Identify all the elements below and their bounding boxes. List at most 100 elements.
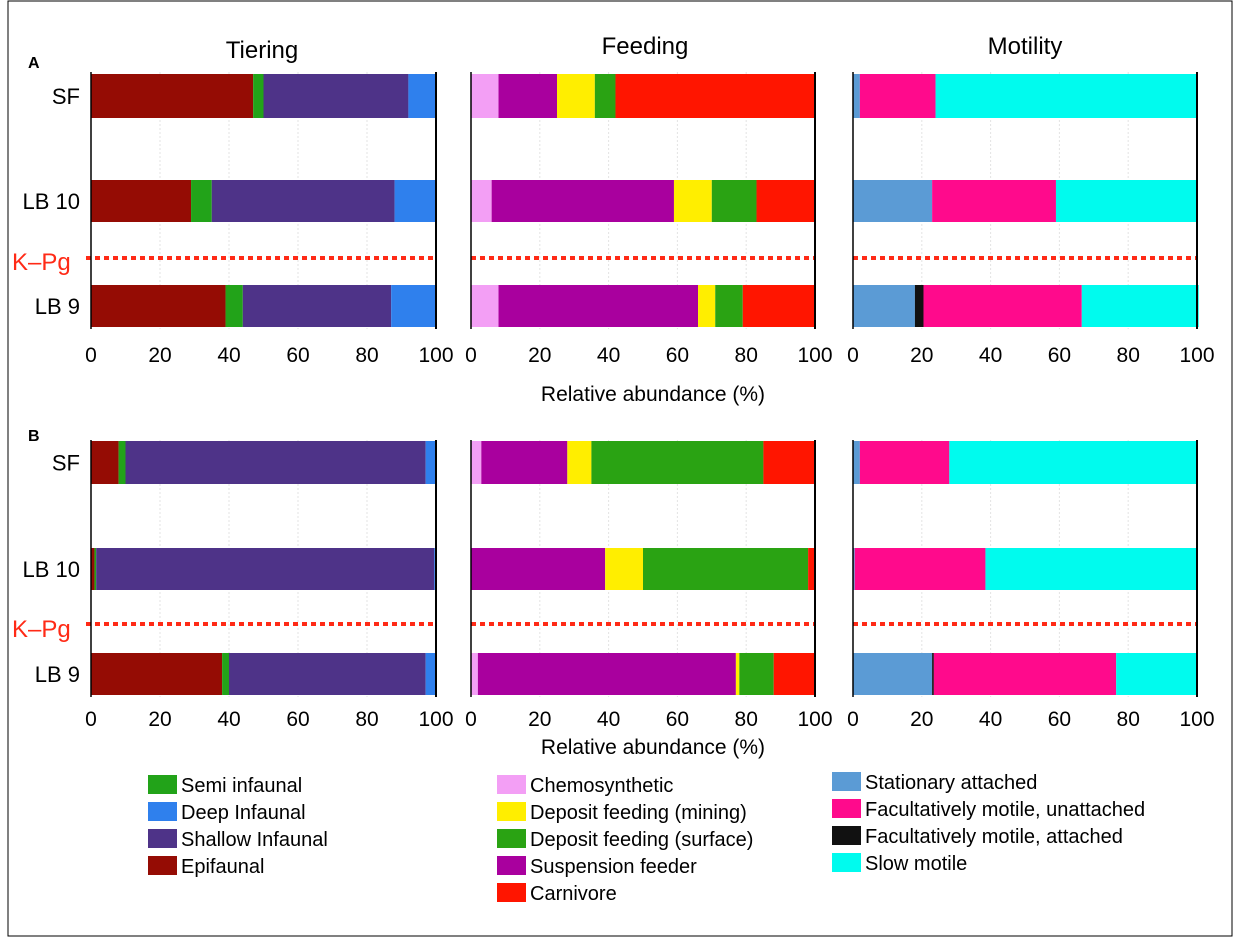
bar-segment-suspension-feeder: [481, 441, 568, 484]
legend-item-stationary-attached: Stationary attached: [832, 772, 1037, 794]
bar-segment-slow-motile: [1081, 285, 1199, 327]
legend-label: Semi infaunal: [181, 775, 302, 797]
bar-segment-semi-infaunal: [225, 285, 243, 327]
bar-segment-deposit-feeding-surface: [594, 74, 616, 118]
bar-segment-deposit-feeding-mining: [567, 441, 592, 484]
bar-segment-slow-motile: [949, 441, 1197, 484]
legend-item-slow-motile: Slow motile: [832, 853, 967, 875]
bar-segment-epifaunal: [91, 285, 226, 327]
tick-label: 40: [597, 344, 620, 367]
legend-label: Deep Infaunal: [181, 802, 306, 824]
tick-label: 20: [528, 708, 551, 731]
legend-swatch: [832, 853, 861, 872]
legend-label: Carnivore: [530, 883, 617, 905]
bar-segment-stationary-attached: [853, 74, 860, 118]
category-label-lb-9: LB 9: [35, 294, 80, 319]
bar-segment-facultatively-motile-unattached: [932, 180, 1056, 222]
legend-item-carnivore: Carnivore: [497, 883, 617, 905]
bar-segment-semi-infaunal: [253, 74, 264, 118]
panel-title-motility: Motility: [988, 33, 1063, 60]
bar-segment-stationary-attached: [853, 548, 855, 590]
bar-segment-deep-infaunal: [425, 441, 436, 484]
tick-label: 0: [465, 344, 477, 367]
panel-letter-b: B: [28, 428, 40, 445]
legend-swatch: [497, 883, 526, 902]
bar-segment-suspension-feeder: [471, 548, 606, 590]
bar-segment-suspension-feeder: [477, 653, 736, 695]
legend-item-deposit-feeding-mining: Deposit feeding (mining): [497, 802, 747, 824]
tick-label: 80: [1117, 708, 1140, 731]
tick-label: 60: [1048, 708, 1071, 731]
bar-segment-deposit-feeding-surface: [715, 285, 743, 327]
bar-segment-shallow-infaunal: [96, 548, 435, 590]
legend-item-chemosynthetic: Chemosynthetic: [497, 775, 673, 797]
bar-segment-shallow-infaunal: [229, 653, 426, 695]
bar-segment-suspension-feeder: [491, 180, 674, 222]
legend-label: Stationary attached: [865, 772, 1037, 794]
bar-segment-deep-infaunal: [425, 653, 436, 695]
tick-label: 60: [1048, 344, 1071, 367]
legend-item-facultatively-motile-attached: Facultatively motile, attached: [832, 826, 1123, 848]
kpg-label: K–Pg: [12, 616, 71, 643]
legend-item-suspension-feeder: Suspension feeder: [497, 856, 697, 878]
bar-segment-epifaunal: [91, 74, 254, 118]
legend-label: Deposit feeding (mining): [530, 802, 747, 824]
legend-swatch: [148, 856, 177, 875]
bar-segment-carnivore: [773, 653, 815, 695]
legend-label: Shallow Infaunal: [181, 829, 328, 851]
plot-b-tiering: 0 20 40 60 80 100: [85, 440, 454, 731]
legend-label: Slow motile: [865, 853, 967, 875]
legend-label: Epifaunal: [181, 856, 264, 878]
category-label-lb-9: LB 9: [35, 662, 80, 687]
bar-segment-semi-infaunal: [191, 180, 212, 222]
legend-swatch: [497, 775, 526, 794]
bar-segment-deposit-feeding-surface: [591, 441, 764, 484]
bar-segment-carnivore: [756, 180, 815, 222]
panel-title-tiering: Tiering: [226, 37, 298, 64]
tick-label: 20: [528, 344, 551, 367]
bar-segment-stationary-attached: [853, 180, 933, 222]
tick-label: 80: [735, 708, 758, 731]
tick-label: 100: [1179, 708, 1214, 731]
bar-segment-chemosynthetic: [471, 285, 499, 327]
bar-segment-deposit-feeding-mining: [557, 74, 595, 118]
bar-segment-deposit-feeding-mining: [735, 653, 740, 695]
bar-segment-carnivore: [808, 548, 815, 590]
legend-swatch: [148, 829, 177, 848]
plot-a-motility: 0 20 40 60 80 100: [847, 72, 1215, 367]
bar-segment-deposit-feeding-mining: [673, 180, 712, 222]
tick-label: 40: [979, 708, 1002, 731]
tick-label: 60: [666, 344, 689, 367]
bar-segment-facultatively-motile-attached: [932, 653, 934, 695]
tick-label: 60: [286, 708, 309, 731]
x-axis-label-a: Relative abundance (%): [541, 383, 765, 406]
tick-label: 80: [355, 708, 378, 731]
tick-label: 60: [286, 344, 309, 367]
legend-label: Chemosynthetic: [530, 775, 673, 797]
bar-segment-slow-motile: [935, 74, 1197, 118]
bar-segment-facultatively-motile-unattached: [859, 74, 936, 118]
legend-swatch: [497, 829, 526, 848]
bar-segment-semi-infaunal: [222, 653, 229, 695]
bar-segment-carnivore: [615, 74, 815, 118]
tick-label: 0: [85, 344, 97, 367]
legend-swatch: [832, 799, 861, 818]
bar-segment-facultatively-motile-unattached: [859, 441, 950, 484]
bar-segment-chemosynthetic: [471, 441, 482, 484]
bar-segment-facultatively-motile-unattached: [933, 653, 1117, 695]
legend-label: Facultatively motile, attached: [865, 826, 1123, 848]
bar-segment-chemosynthetic: [471, 74, 499, 118]
tick-label: 40: [979, 344, 1002, 367]
bar-segment-facultatively-motile-attached: [914, 285, 924, 327]
tick-label: 0: [847, 708, 859, 731]
plot-b-feeding: 0 20 40 60 80 100: [465, 440, 833, 731]
bar-segment-semi-infaunal: [118, 441, 126, 484]
tick-label: 100: [418, 344, 453, 367]
legend-item-facultatively-motile-unattached: Facultatively motile, unattached: [832, 799, 1145, 821]
tick-label: 40: [597, 708, 620, 731]
bar-segment-epifaunal: [91, 548, 95, 590]
legend-item-shallow-infaunal: Shallow Infaunal: [148, 829, 328, 851]
tick-label: 20: [910, 344, 933, 367]
tick-label: 80: [1117, 344, 1140, 367]
bar-segment-deposit-feeding-mining: [605, 548, 643, 590]
